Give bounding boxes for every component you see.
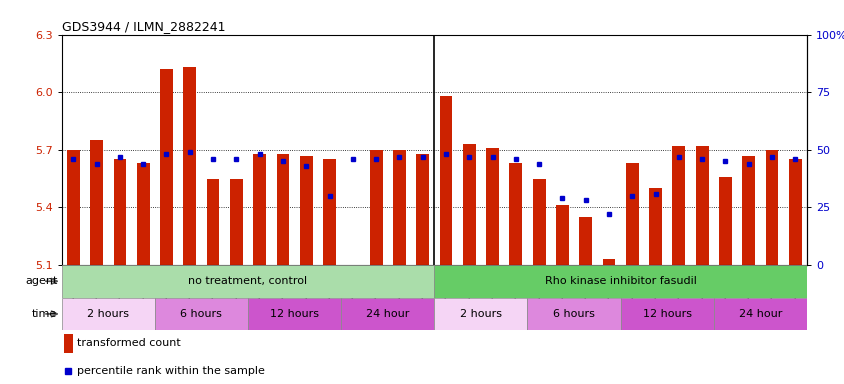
Bar bbox=[160, 69, 173, 265]
Bar bbox=[370, 150, 382, 265]
Bar bbox=[463, 144, 475, 265]
Bar bbox=[90, 140, 103, 265]
Text: agent: agent bbox=[25, 276, 57, 286]
Bar bbox=[434, 265, 806, 298]
Bar bbox=[718, 177, 731, 265]
Text: 24 hour: 24 hour bbox=[738, 309, 782, 319]
Bar bbox=[416, 154, 429, 265]
Bar bbox=[64, 334, 73, 353]
Bar bbox=[788, 159, 801, 265]
Text: 6 hours: 6 hours bbox=[553, 309, 594, 319]
Text: time: time bbox=[32, 309, 57, 319]
Text: 24 hour: 24 hour bbox=[365, 309, 409, 319]
Bar bbox=[322, 159, 336, 265]
Bar bbox=[62, 298, 154, 330]
Text: 6 hours: 6 hours bbox=[181, 309, 222, 319]
Text: 12 hours: 12 hours bbox=[642, 309, 691, 319]
Bar bbox=[648, 188, 661, 265]
Bar bbox=[619, 298, 713, 330]
Bar bbox=[207, 179, 219, 265]
Text: percentile rank within the sample: percentile rank within the sample bbox=[77, 366, 264, 376]
Bar bbox=[485, 148, 498, 265]
Bar bbox=[154, 298, 248, 330]
Bar bbox=[527, 298, 619, 330]
Text: no treatment, control: no treatment, control bbox=[188, 276, 307, 286]
Bar bbox=[62, 265, 434, 298]
Bar bbox=[602, 259, 614, 265]
Bar bbox=[625, 163, 638, 265]
Bar bbox=[392, 150, 405, 265]
Bar bbox=[765, 150, 777, 265]
Text: GDS3944 / ILMN_2882241: GDS3944 / ILMN_2882241 bbox=[62, 20, 225, 33]
Bar bbox=[253, 154, 266, 265]
Bar bbox=[137, 163, 149, 265]
Bar bbox=[672, 146, 684, 265]
Bar bbox=[742, 156, 755, 265]
Bar bbox=[579, 217, 592, 265]
Bar bbox=[248, 298, 341, 330]
Text: Rho kinase inhibitor fasudil: Rho kinase inhibitor fasudil bbox=[544, 276, 695, 286]
Text: 12 hours: 12 hours bbox=[270, 309, 319, 319]
Bar bbox=[555, 205, 568, 265]
Bar bbox=[230, 179, 242, 265]
Bar bbox=[113, 159, 126, 265]
Bar bbox=[532, 179, 545, 265]
Bar bbox=[695, 146, 708, 265]
Text: 2 hours: 2 hours bbox=[87, 309, 129, 319]
Bar bbox=[509, 163, 522, 265]
Text: transformed count: transformed count bbox=[77, 338, 180, 348]
Bar bbox=[183, 67, 196, 265]
Bar bbox=[713, 298, 806, 330]
Bar bbox=[434, 298, 527, 330]
Bar bbox=[276, 154, 289, 265]
Bar bbox=[300, 156, 312, 265]
Bar bbox=[439, 96, 452, 265]
Bar bbox=[67, 150, 79, 265]
Bar bbox=[341, 298, 434, 330]
Text: 2 hours: 2 hours bbox=[459, 309, 501, 319]
